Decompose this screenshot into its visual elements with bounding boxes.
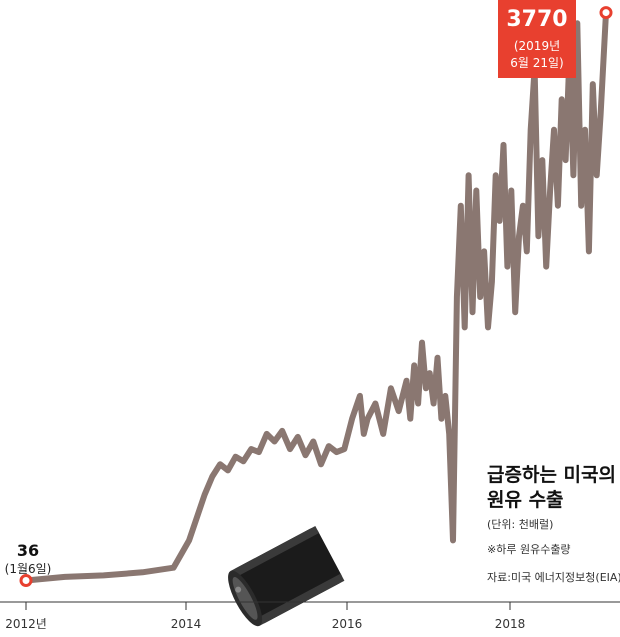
oil-barrel-icon xyxy=(228,525,345,627)
source-label: 자료:미국 에너지정보청(EIA) xyxy=(487,571,620,584)
start-value-label: 36 xyxy=(17,541,39,560)
x-tick-label-2: 2016 xyxy=(332,617,363,631)
series-line-0 xyxy=(23,9,609,584)
axis-layer: 2012년 2014 2016 2018 xyxy=(0,601,620,631)
chart-title-line1: 급증하는 미국의 xyxy=(487,464,616,486)
end-date-label-1: (2019년 xyxy=(514,39,560,53)
chart-title-line2: 원유 수출 xyxy=(487,489,564,511)
unit-label: (단위: 천배럴) xyxy=(487,517,553,531)
start-marker xyxy=(19,574,33,588)
x-tick-label-0: 2012년 xyxy=(5,617,47,631)
x-tick-label-1: 2014 xyxy=(171,617,202,631)
end-marker xyxy=(599,6,613,20)
end-callout-box xyxy=(498,0,576,78)
start-date-label: (1월6일) xyxy=(5,562,52,576)
x-tick-label-3: 2018 xyxy=(495,617,526,631)
note-label: ※하루 원유수출량 xyxy=(487,542,571,556)
end-value-label: 3770 xyxy=(506,7,567,32)
end-date-label-2: 6월 21일) xyxy=(510,56,563,70)
line-layer xyxy=(23,9,609,584)
